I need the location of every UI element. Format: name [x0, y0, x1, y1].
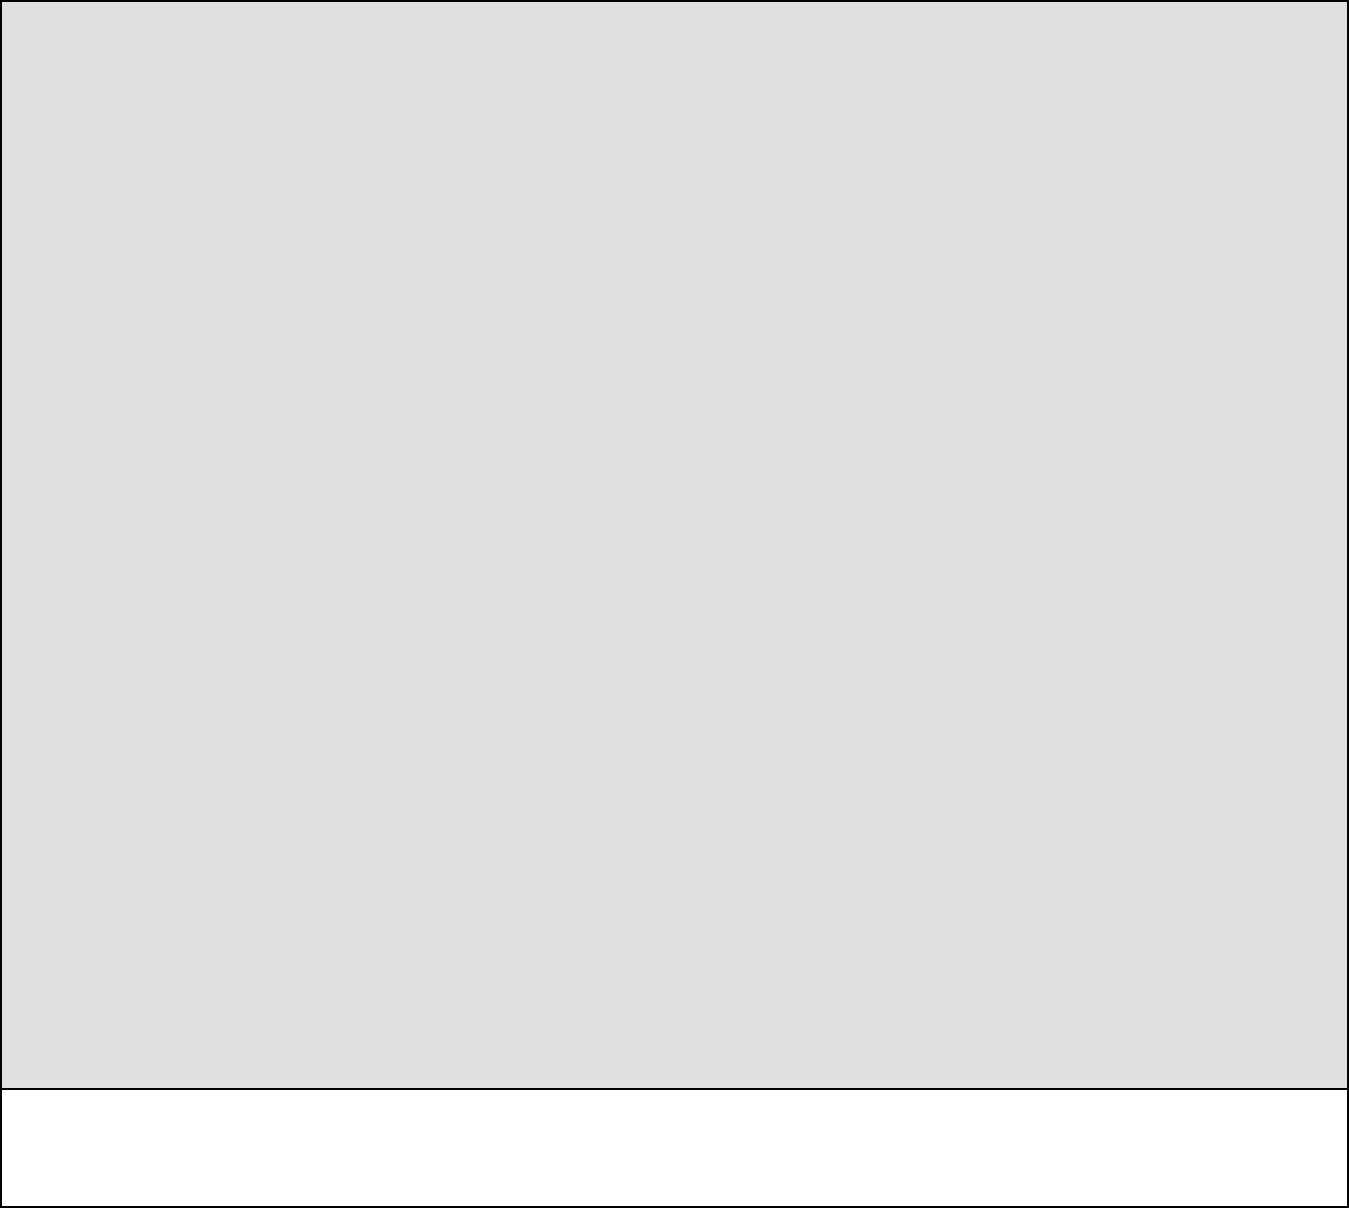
legend-panel — [2, 1088, 1347, 1206]
colorbar-ticks — [2, 1152, 1347, 1172]
china-radar-map — [2, 2, 1347, 1088]
reflectivity-colorbar — [320, 1128, 974, 1150]
